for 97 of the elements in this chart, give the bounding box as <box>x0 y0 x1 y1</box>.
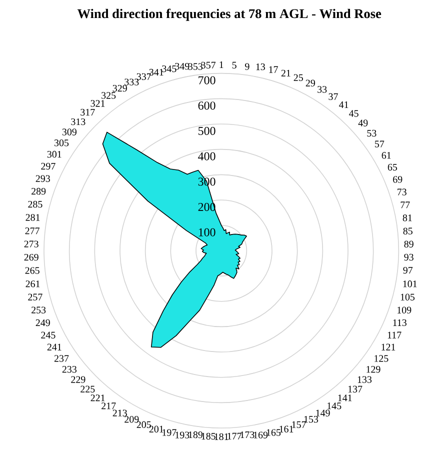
spoke-label: 269 <box>24 254 38 261</box>
spoke-label: 141 <box>338 394 352 402</box>
spoke-label: 173 <box>240 431 254 438</box>
spoke-label: 313 <box>71 118 86 126</box>
spoke-label: 345 <box>162 65 176 72</box>
spoke-label: 25 <box>294 74 303 81</box>
spoke-label: 93 <box>404 254 414 261</box>
spoke-label: 253 <box>32 306 46 314</box>
spoke-label: 293 <box>36 175 50 182</box>
y-tick-label: 100 <box>198 228 216 236</box>
spoke-label: 213 <box>112 410 127 416</box>
spoke-label: 301 <box>47 150 62 158</box>
spoke-label: 29 <box>306 80 316 86</box>
spoke-label: 101 <box>403 280 417 288</box>
y-tick-label: 600 <box>198 102 216 110</box>
spoke-label: 69 <box>393 176 402 183</box>
spoke-label: 357 <box>201 62 216 68</box>
spoke-label: 245 <box>41 332 56 338</box>
spoke-label: 129 <box>366 366 380 373</box>
spoke-label: 237 <box>54 355 69 362</box>
spoke-label: 53 <box>367 130 376 137</box>
spoke-label: 21 <box>281 70 290 76</box>
y-tick-label: 500 <box>198 126 216 135</box>
spoke-label: 137 <box>348 386 362 392</box>
spoke-label: 61 <box>382 152 391 159</box>
spoke-label: 329 <box>112 84 127 92</box>
spoke-label: 189 <box>188 431 203 438</box>
spoke-label: 261 <box>26 280 40 288</box>
spoke-label: 225 <box>80 386 95 392</box>
spoke-label: 349 <box>175 62 190 70</box>
spoke-label: 325 <box>102 92 116 99</box>
spoke-label: 229 <box>71 376 86 383</box>
spoke-label: 337 <box>136 73 152 80</box>
spoke-label: 165 <box>266 429 281 436</box>
spoke-label: 281 <box>26 214 40 221</box>
spoke-label: 309 <box>62 128 76 136</box>
spoke-label: 285 <box>28 200 42 208</box>
spoke-label: 341 <box>149 68 164 76</box>
y-tick-label: 700 <box>198 76 216 84</box>
spoke-label: 317 <box>80 108 95 116</box>
spoke-label: 289 <box>32 188 46 195</box>
spoke-label: 109 <box>398 306 412 314</box>
spoke-label: 217 <box>102 402 116 410</box>
chart-title: Wind direction frequencies at 78 m AGL - Wind Rose <box>77 8 382 21</box>
spoke-label: 49 <box>358 120 368 126</box>
spoke-label: 125 <box>374 355 388 362</box>
spoke-label: 297 <box>41 162 56 170</box>
spoke-label: 37 <box>328 93 338 100</box>
spoke-label: 5 <box>232 62 236 68</box>
spoke-label: 105 <box>400 294 415 300</box>
spoke-label: 305 <box>54 140 69 146</box>
spoke-label: 33 <box>318 86 327 93</box>
spoke-label: 41 <box>339 101 348 108</box>
spoke-label: 181 <box>214 433 228 440</box>
spoke-label: 153 <box>304 416 318 423</box>
spoke-label: 157 <box>292 421 306 428</box>
spoke-label: 121 <box>382 344 396 350</box>
spoke-label: 277 <box>25 228 40 234</box>
spoke-label: 197 <box>162 429 176 436</box>
spoke-label: 249 <box>36 319 50 326</box>
spoke-label: 209 <box>124 416 139 423</box>
spoke-label: 201 <box>149 426 164 432</box>
spoke-label: 77 <box>400 202 410 208</box>
spoke-label: 9 <box>245 63 250 70</box>
spoke-label: 205 <box>136 421 151 428</box>
spoke-label: 13 <box>256 63 265 70</box>
spoke-label: 73 <box>398 188 406 196</box>
spoke-label: 85 <box>403 228 412 234</box>
spoke-label: 241 <box>47 344 62 350</box>
spoke-label: 177 <box>228 432 242 440</box>
spoke-label: 113 <box>393 319 406 326</box>
spoke-label: 45 <box>349 110 358 117</box>
spoke-label: 149 <box>316 410 330 416</box>
spoke-label: 57 <box>375 140 384 148</box>
spoke-label: 185 <box>202 432 216 440</box>
spoke-label: 161 <box>280 426 294 432</box>
spoke-label: 333 <box>124 78 139 86</box>
spoke-label: 257 <box>28 294 42 300</box>
spoke-label: 233 <box>62 366 77 373</box>
spoke-label: 169 <box>254 432 268 438</box>
spoke-label: 1 <box>220 61 224 68</box>
spoke-label: 321 <box>90 100 105 107</box>
spoke-label: 81 <box>402 214 412 222</box>
spoke-label: 89 <box>404 240 414 248</box>
spoke-label: 193 <box>176 432 190 438</box>
spoke-label: 117 <box>388 332 402 338</box>
y-tick-label: 300 <box>198 178 216 186</box>
spoke-label: 265 <box>25 267 40 274</box>
spoke-label: 133 <box>358 376 372 383</box>
spoke-label: 353 <box>188 63 203 70</box>
spoke-label: 97 <box>403 266 413 274</box>
spoke-label: 65 <box>388 164 398 171</box>
spoke-label: 221 <box>90 394 105 402</box>
spoke-label: 17 <box>269 66 278 73</box>
spoke-label: 273 <box>24 240 38 248</box>
y-tick-label: 400 <box>198 152 216 160</box>
spoke-label: 145 <box>328 402 342 410</box>
